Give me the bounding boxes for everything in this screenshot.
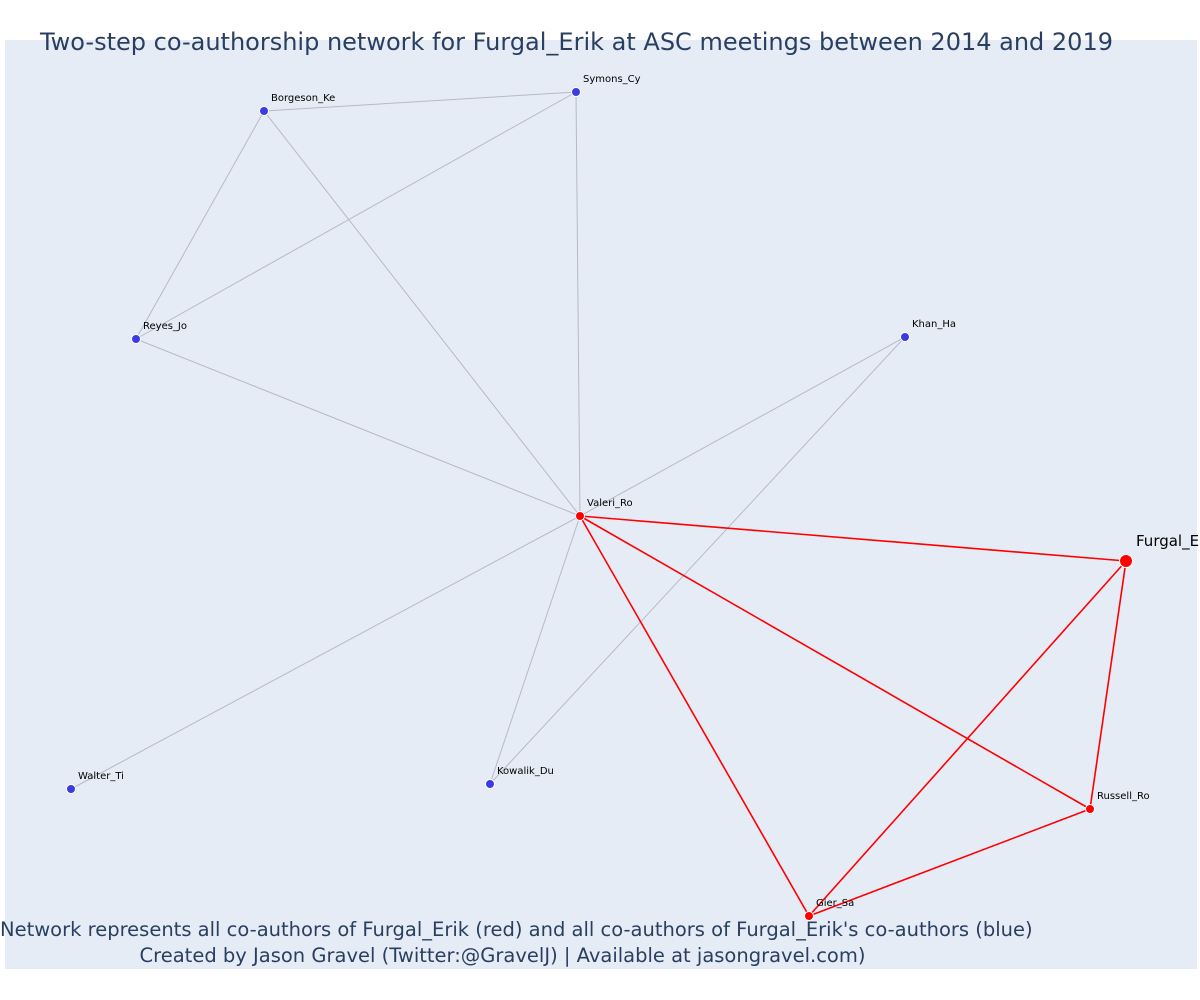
node-label-Russell_Ro: Russell_Ro — [1097, 791, 1150, 802]
caption-line-1: Network represents all co-authors of Fur… — [0, 918, 1033, 941]
labels-layer: Furgal_E Valeri_Ro Gier_Sa Russell_Ro Symons… — [78, 74, 1199, 909]
node-Symons_Cy[interactable] — [571, 87, 581, 97]
node-Russell_Ro[interactable] — [1085, 804, 1095, 814]
node-label-Walter_Ti: Walter_Ti — [78, 771, 124, 782]
edge-Valeri_Ro-Gier_Sa — [579, 515, 810, 917]
edges-layer — [70, 91, 1127, 917]
node-label-Reyes_Jo: Reyes_Jo — [143, 321, 187, 332]
edge-Khan_Ha-Kowalik_Du — [489, 336, 906, 785]
caption-line-2: Created by Jason Gravel (Twitter:@Gravel… — [139, 944, 866, 967]
edge-Symons_Cy-Reyes_Jo — [135, 91, 577, 340]
edge-Kowalik_Du-Valeri_Ro — [489, 515, 581, 785]
edge-Borgeson_Ke-Valeri_Ro — [263, 110, 581, 517]
node-Borgeson_Ke[interactable] — [259, 106, 269, 116]
edge-Valeri_Ro-Furgal_E — [579, 515, 1127, 562]
node-label-Kowalik_Du: Kowalik_Du — [497, 766, 554, 777]
node-label-Khan_Ha: Khan_Ha — [912, 319, 956, 330]
edge-Valeri_Ro-Russell_Ro — [579, 515, 1091, 810]
node-label-Gier_Sa: Gier_Sa — [816, 898, 854, 909]
node-Valeri_Ro[interactable] — [575, 511, 585, 521]
edge-Borgeson_Ke-Reyes_Jo — [135, 110, 265, 340]
edge-Walter_Ti-Valeri_Ro — [70, 515, 581, 790]
edge-Reyes_Jo-Valeri_Ro — [135, 338, 581, 517]
node-Furgal_E[interactable] — [1119, 554, 1133, 568]
node-Khan_Ha[interactable] — [900, 332, 910, 342]
node-Walter_Ti[interactable] — [66, 784, 76, 794]
node-Reyes_Jo[interactable] — [131, 334, 141, 344]
edge-Borgeson_Ke-Symons_Cy — [263, 91, 577, 112]
node-Gier_Sa[interactable] — [804, 911, 814, 921]
chart-title: Two-step co-authorship network for Furga… — [39, 28, 1113, 56]
node-Kowalik_Du[interactable] — [485, 779, 495, 789]
node-label-Furgal_E: Furgal_E — [1136, 532, 1199, 551]
edge-Khan_Ha-Valeri_Ro — [579, 336, 906, 517]
edge-Symons_Cy-Valeri_Ro — [575, 91, 581, 517]
node-label-Borgeson_Ke: Borgeson_Ke — [271, 93, 335, 104]
node-label-Valeri_Ro: Valeri_Ro — [587, 498, 633, 509]
nodes-layer — [66, 87, 1133, 921]
edge-Russell_Ro-Furgal_E — [1089, 560, 1127, 810]
node-label-Symons_Cy: Symons_Cy — [583, 74, 641, 85]
edge-Gier_Sa-Russell_Ro — [808, 808, 1091, 917]
